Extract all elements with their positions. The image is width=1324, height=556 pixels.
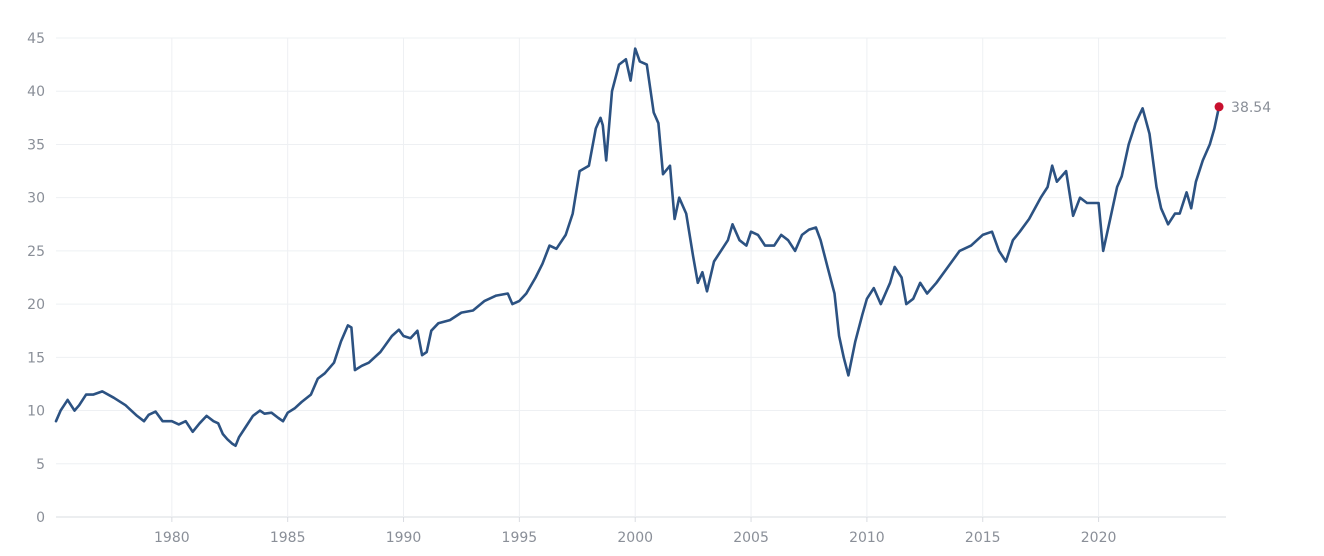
- y-tick-label: 25: [27, 244, 45, 260]
- y-tick-label: 30: [27, 191, 45, 207]
- y-tick-label: 20: [27, 297, 45, 313]
- y-tick-label: 5: [36, 457, 45, 473]
- last-value-marker-layer: 38.54: [1214, 100, 1271, 116]
- grid-layer: [56, 37, 1226, 518]
- y-tick-label: 45: [27, 31, 45, 47]
- series-layer: [54, 47, 1221, 447]
- x-tick-label: 2015: [965, 530, 1001, 546]
- x-tick-label: 2010: [849, 530, 885, 546]
- x-tick-label: 2020: [1081, 530, 1117, 546]
- x-tick-label: 1995: [502, 530, 538, 546]
- y-tick-label: 10: [27, 404, 45, 420]
- x-tick-label: 2005: [733, 530, 769, 546]
- x-tick-label: 2000: [617, 530, 653, 546]
- y-tick-label: 40: [27, 84, 45, 100]
- y-tick-label: 35: [27, 137, 45, 153]
- last-value-label: 38.54: [1231, 100, 1271, 116]
- x-tick-label: 1985: [270, 530, 306, 546]
- series-line: [54, 47, 1221, 447]
- y-axis: 0 5 10 15 20 25 30 35 40 45: [27, 31, 45, 526]
- x-tick-label: 1980: [154, 530, 190, 546]
- last-value-dot: [1214, 102, 1224, 112]
- x-axis: 1980 1985 1990 1995 2000 2005 2010 2015 2020: [154, 517, 1116, 546]
- y-tick-label: 0: [36, 510, 45, 526]
- x-tick-label: 1990: [386, 530, 422, 546]
- y-tick-label: 15: [27, 350, 45, 366]
